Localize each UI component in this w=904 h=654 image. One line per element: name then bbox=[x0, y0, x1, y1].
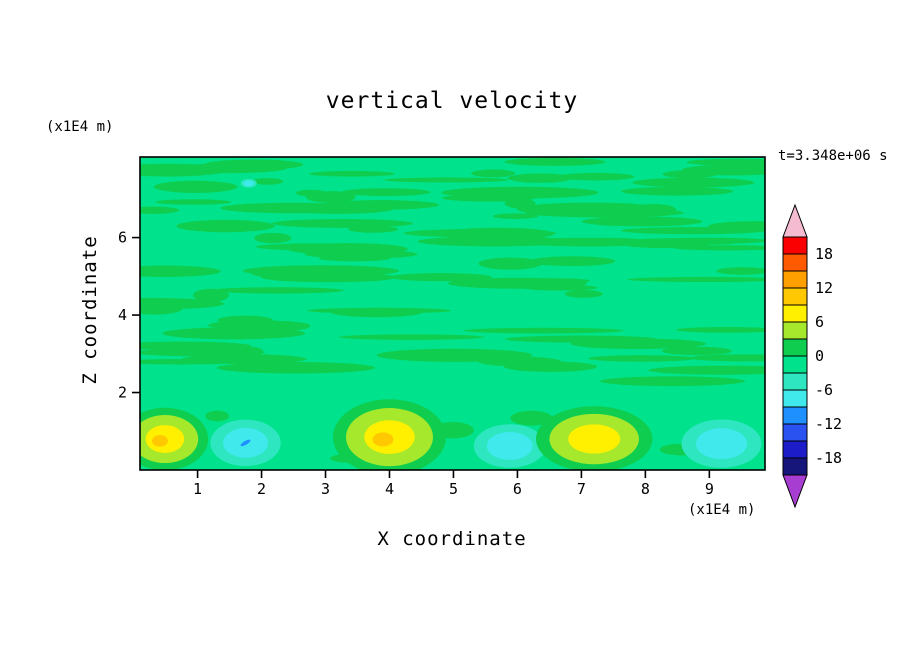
svg-text:18: 18 bbox=[815, 245, 833, 263]
svg-text:6: 6 bbox=[118, 229, 127, 247]
svg-text:2: 2 bbox=[257, 480, 266, 498]
svg-text:-6: -6 bbox=[815, 381, 833, 399]
svg-text:4: 4 bbox=[385, 480, 394, 498]
svg-text:-18: -18 bbox=[815, 449, 842, 467]
svg-text:7: 7 bbox=[577, 480, 586, 498]
svg-text:2: 2 bbox=[118, 384, 127, 402]
contour-plot-canvas: 1 2 3 4 5 6 7 8 9 2 4 6 bbox=[118, 156, 766, 498]
svg-text:4: 4 bbox=[118, 306, 127, 324]
svg-text:6: 6 bbox=[815, 313, 824, 331]
x-axis-title: X coordinate bbox=[377, 528, 527, 550]
svg-text:-12: -12 bbox=[815, 415, 842, 433]
x-axis-unit-label: (x1E4 m) bbox=[688, 502, 756, 518]
svg-text:3: 3 bbox=[321, 480, 330, 498]
page-title: vertical velocity bbox=[325, 88, 579, 114]
svg-text:8: 8 bbox=[641, 480, 650, 498]
time-annotation: t=3.348e+06 s bbox=[778, 148, 888, 164]
svg-text:12: 12 bbox=[815, 279, 833, 297]
svg-text:6: 6 bbox=[513, 480, 522, 498]
svg-text:0: 0 bbox=[815, 347, 824, 365]
svg-text:9: 9 bbox=[705, 480, 714, 498]
z-axis-unit-label: (x1E4 m) bbox=[46, 119, 114, 135]
svg-text:5: 5 bbox=[449, 480, 458, 498]
svg-text:1: 1 bbox=[193, 480, 202, 498]
colorbar: 18 12 6 0 -6 -12 -18 bbox=[782, 203, 842, 509]
